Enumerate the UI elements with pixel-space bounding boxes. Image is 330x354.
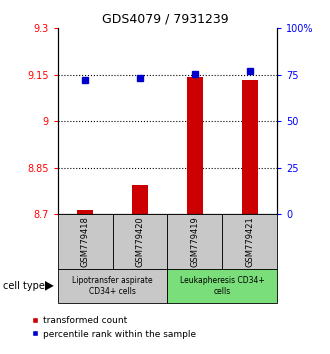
Text: Leukapheresis CD34+
cells: Leukapheresis CD34+ cells <box>180 276 265 296</box>
Text: GSM779419: GSM779419 <box>190 216 199 267</box>
Bar <box>77 210 93 214</box>
Text: GSM779421: GSM779421 <box>245 216 254 267</box>
Bar <box>58 269 168 303</box>
Bar <box>187 77 203 214</box>
Legend: transformed count, percentile rank within the sample: transformed count, percentile rank withi… <box>31 316 196 338</box>
Text: GDS4079 / 7931239: GDS4079 / 7931239 <box>102 12 228 25</box>
Bar <box>132 185 148 214</box>
Text: cell type: cell type <box>3 281 45 291</box>
Text: GSM779420: GSM779420 <box>136 216 145 267</box>
Bar <box>113 214 168 269</box>
Bar <box>58 214 113 269</box>
Bar <box>222 214 277 269</box>
Bar <box>168 214 222 269</box>
Bar <box>168 269 277 303</box>
Text: Lipotransfer aspirate
CD34+ cells: Lipotransfer aspirate CD34+ cells <box>72 276 153 296</box>
Text: GSM779418: GSM779418 <box>81 216 90 267</box>
Bar <box>242 80 258 214</box>
Polygon shape <box>45 281 54 291</box>
